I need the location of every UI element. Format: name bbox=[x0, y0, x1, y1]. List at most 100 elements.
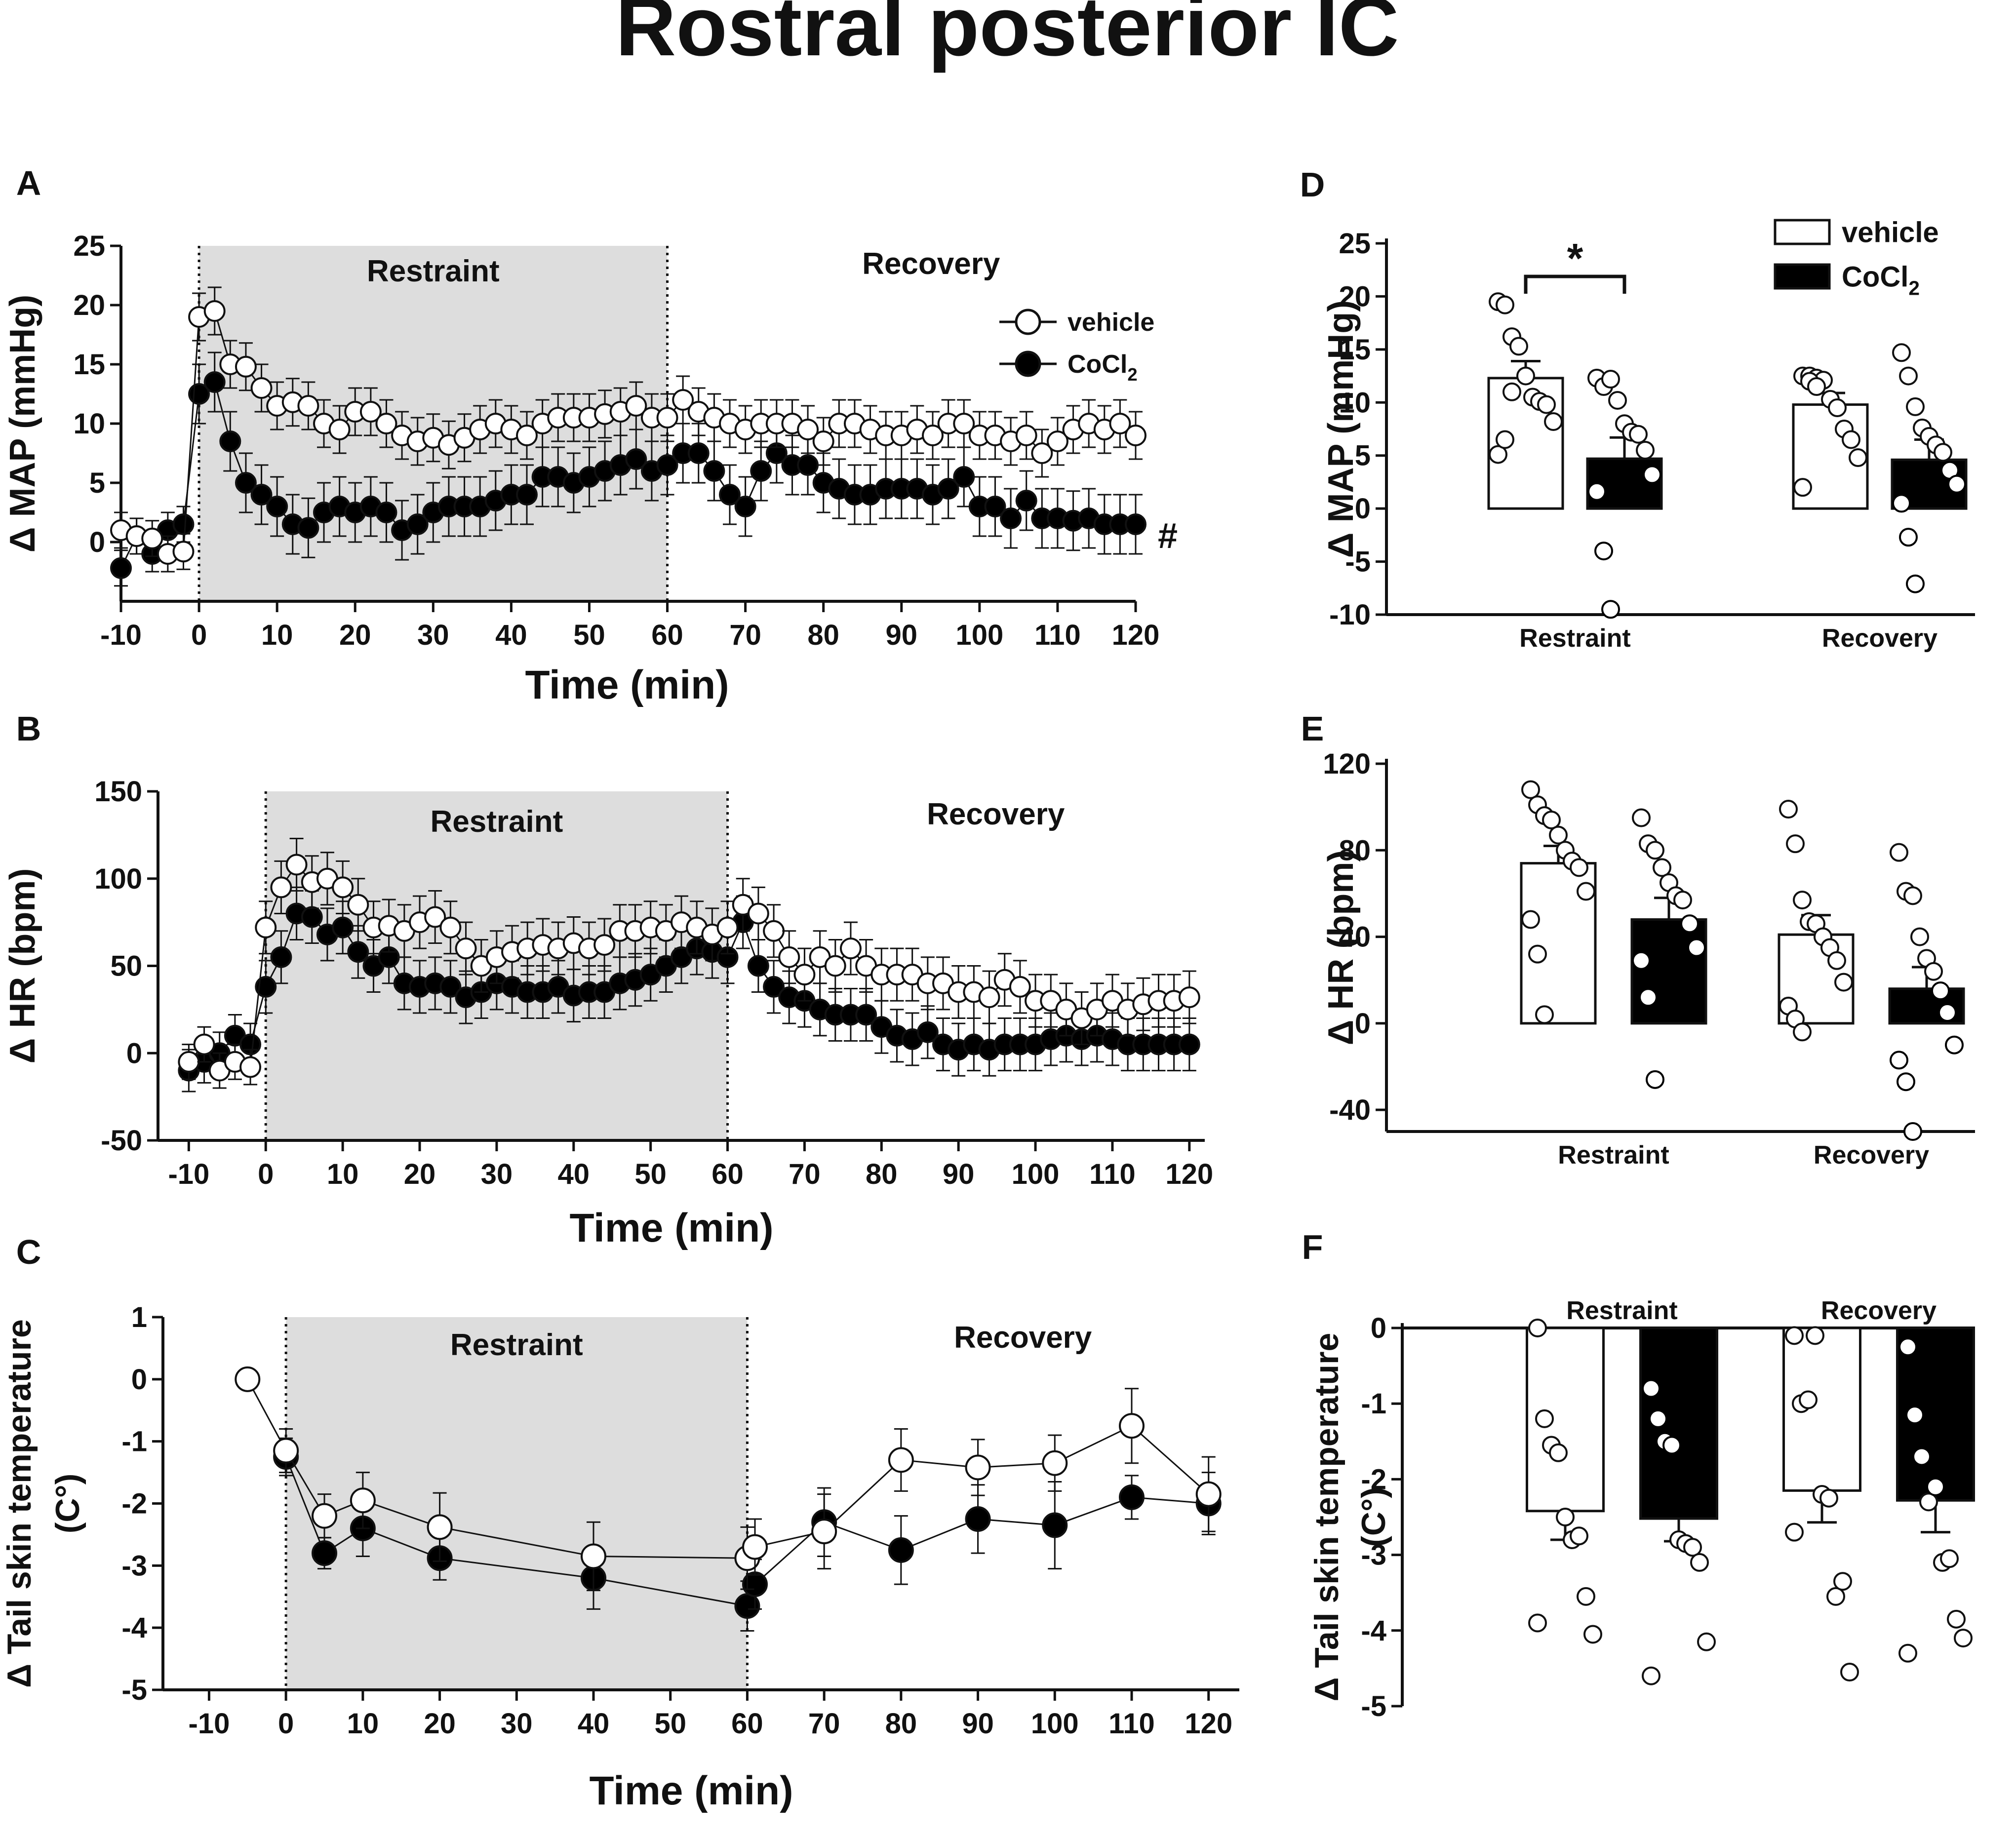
panel-b-x-tick-label: -10 bbox=[168, 1158, 209, 1190]
panel-a-legend-subscript: 2 bbox=[1127, 364, 1137, 385]
panel-c-x-tick-label: 30 bbox=[501, 1708, 533, 1740]
panel-b-x-tick-label: 30 bbox=[481, 1158, 513, 1190]
panel-d-cocl2-point bbox=[1906, 397, 1925, 416]
panel-a-vehicle-point bbox=[672, 389, 694, 411]
panel-e-vehicle-point bbox=[1577, 882, 1595, 901]
panel-c-y-tick-label: -4 bbox=[121, 1612, 147, 1644]
panel-c-series-vehicle bbox=[235, 1366, 1222, 1592]
panel-e-cocl2-point bbox=[1653, 858, 1671, 877]
panel-d-cocl2-point bbox=[1587, 482, 1606, 501]
panel-f-cocl2-point bbox=[1947, 1609, 1966, 1629]
panel-c-x-tick-label: 110 bbox=[1108, 1708, 1155, 1740]
panel-b-x-tick-label: 0 bbox=[258, 1158, 274, 1190]
panel-b-series-vehicle bbox=[178, 837, 1200, 1089]
panel-c-cocl2-point bbox=[312, 1540, 337, 1566]
panel-f-y-tick-label: 0 bbox=[1371, 1312, 1386, 1344]
panel-d-vehicle-point bbox=[1828, 398, 1847, 418]
panel-a-cocl2-point bbox=[235, 472, 257, 494]
panel-f-vehicle-point bbox=[1840, 1663, 1859, 1682]
panel-a-cocl2-point bbox=[953, 466, 975, 488]
panel-e-cocl2-point bbox=[1945, 1035, 1964, 1054]
panel-a-annotation: # bbox=[1158, 516, 1178, 556]
panel-b-vehicle-point bbox=[285, 854, 308, 876]
panel-a-y-tick-label: 15 bbox=[73, 349, 105, 381]
panel-a-vehicle-point bbox=[250, 377, 273, 399]
panel-f-cocl2-point bbox=[1954, 1629, 1973, 1648]
panel-a-vehicle-point bbox=[375, 413, 397, 434]
panel-d-legend-swatch-vehicle bbox=[1774, 219, 1831, 245]
panel-b-y-tick-label: 0 bbox=[126, 1037, 142, 1069]
panel-a-cocl2-point bbox=[937, 478, 959, 500]
panel-a-cocl2-point bbox=[375, 502, 397, 523]
panel-d-cocl2-point bbox=[1636, 440, 1655, 460]
panel-a-vehicle-point bbox=[656, 407, 678, 429]
panel-b-vehicle-point bbox=[1178, 986, 1200, 1009]
panel-e-y-axis-title: Δ HR (bpm) bbox=[1321, 850, 1361, 1046]
panel-a-vehicle-point bbox=[953, 413, 975, 434]
panel-d-cocl2-point bbox=[1601, 370, 1620, 389]
panel-b-vehicle-point bbox=[255, 916, 277, 938]
panel-b-label: B bbox=[16, 709, 41, 748]
panel-f-cocl2-point bbox=[1905, 1405, 1924, 1425]
panel-c-y-tick-label: -1 bbox=[121, 1426, 147, 1458]
panel-a-series-vehicle bbox=[110, 286, 1146, 573]
panel-b-cocl2-point bbox=[1178, 1033, 1200, 1055]
panel-c-x-axis-title: Time (min) bbox=[589, 1768, 793, 1813]
panel-e-cocl2-point bbox=[1687, 938, 1706, 957]
panel-c-x-tick-label: 60 bbox=[731, 1708, 763, 1740]
panel-a-cocl2-point bbox=[250, 484, 273, 506]
panel-b-vehicle-point bbox=[778, 946, 800, 968]
panel-e-vehicle-point bbox=[1570, 858, 1588, 877]
panel-a-cocl2-point bbox=[1015, 490, 1037, 511]
panel-d-cocl2-point bbox=[1899, 366, 1918, 386]
panel-d-vehicle-point bbox=[1509, 337, 1528, 356]
panel-c-vehicle-point bbox=[1195, 1481, 1222, 1507]
panel-a-cocl2-point bbox=[703, 460, 725, 482]
panel-a-cocl2-point bbox=[1000, 507, 1022, 529]
panel-f-vehicle-point bbox=[1556, 1508, 1575, 1526]
panel-b-vehicle-point bbox=[455, 937, 477, 960]
panel-e-vehicle-point bbox=[1834, 973, 1853, 992]
panel-e-cocl2-point bbox=[1903, 886, 1922, 905]
panel-d-cocl2-point bbox=[1629, 425, 1648, 444]
panel-a-cocl2-point bbox=[203, 371, 226, 393]
panel-c-y-tick-label: -2 bbox=[121, 1488, 147, 1520]
panel-c-x-tick-label: 10 bbox=[347, 1708, 379, 1740]
panel-c-cocl2-point bbox=[1119, 1484, 1145, 1510]
panel-c-y-tick-label: -3 bbox=[121, 1550, 147, 1582]
panel-e-label: E bbox=[1301, 709, 1324, 748]
panel-a-cocl2-point bbox=[797, 454, 819, 476]
panel-f-cocl2-point bbox=[1662, 1436, 1681, 1455]
panel-a-vehicle-point bbox=[203, 300, 226, 322]
panel-e-y-tick-label: 80 bbox=[1339, 834, 1371, 866]
panel-b-vehicle-point bbox=[193, 1033, 215, 1055]
panel-e-cocl2-point bbox=[1646, 1070, 1664, 1089]
panel-a-x-tick-label: 120 bbox=[1112, 619, 1160, 651]
panel-d-legend-subscript: 2 bbox=[1908, 277, 1920, 300]
panel-e-y-tick-label: 0 bbox=[1355, 1008, 1371, 1040]
panel-a-x-tick-label: 40 bbox=[495, 619, 527, 651]
panel-a-y-tick-label: 0 bbox=[89, 526, 105, 558]
panel-b-x-tick-label: 80 bbox=[866, 1158, 898, 1190]
panel-d-category-label: Restraint bbox=[1519, 624, 1630, 653]
panel-a-y-tick-label: 25 bbox=[73, 230, 105, 262]
panel-d-cocl2-point bbox=[1947, 474, 1966, 494]
panel-d-y-tick-label: 0 bbox=[1355, 493, 1371, 525]
panel-a-cocl2-point bbox=[734, 496, 756, 517]
panel-c-vehicle-point bbox=[350, 1487, 376, 1514]
panel-c-vehicle-point bbox=[742, 1534, 768, 1560]
panel-e-vehicle-point bbox=[1521, 910, 1540, 929]
panel-d-y-tick-label: -5 bbox=[1345, 546, 1371, 578]
panel-f-y-axis-title: Δ Tail skin temperature bbox=[1308, 1333, 1345, 1702]
panel-e-cocl2-point bbox=[1673, 891, 1692, 910]
panel-d-cocl2-point bbox=[1892, 343, 1911, 362]
panel-c-y-axis-title-unit: (C°) bbox=[49, 1474, 86, 1534]
panel-a-label: A bbox=[16, 164, 41, 202]
panel-a-restraint-label: Restraint bbox=[367, 254, 500, 288]
panel-f-vehicle-point bbox=[1528, 1613, 1547, 1633]
panel-b-cocl2-point bbox=[855, 1004, 877, 1026]
panel-a-y-tick-label: 5 bbox=[89, 467, 105, 499]
panel-f-y-axis-title-unit: (C°) bbox=[1355, 1487, 1392, 1547]
panel-e-cocl2-point bbox=[1632, 951, 1651, 970]
panel-a-cocl2-point bbox=[406, 513, 429, 535]
